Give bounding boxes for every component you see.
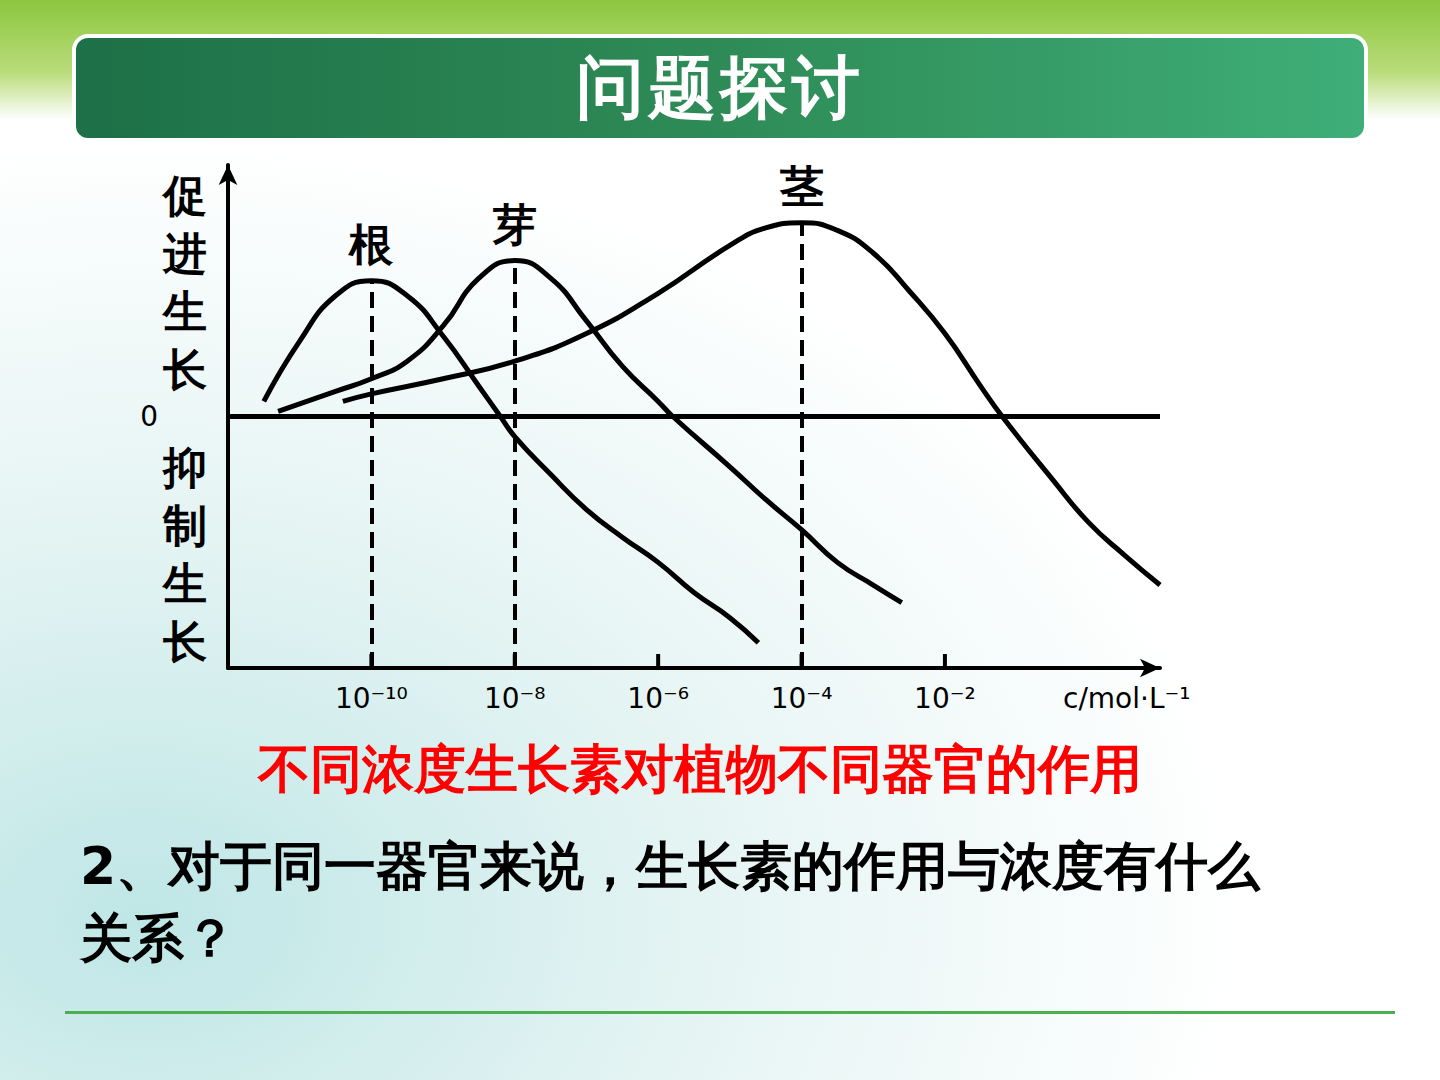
svg-text:不同浓度生长素对植物不同器官的作用: 不同浓度生长素对植物不同器官的作用 bbox=[256, 739, 1142, 799]
svg-text:进: 进 bbox=[162, 228, 207, 279]
svg-text:长: 长 bbox=[163, 344, 207, 395]
svg-text:根: 根 bbox=[347, 219, 394, 270]
svg-text:促: 促 bbox=[161, 170, 207, 221]
svg-text:10⁻⁸: 10⁻⁸ bbox=[484, 682, 546, 715]
svg-text:0: 0 bbox=[140, 400, 158, 433]
svg-text:茎: 茎 bbox=[779, 161, 824, 212]
svg-text:10⁻¹⁰: 10⁻¹⁰ bbox=[335, 682, 408, 715]
svg-text:10⁻⁶: 10⁻⁶ bbox=[627, 682, 689, 715]
svg-text:c/mol·L⁻¹: c/mol·L⁻¹ bbox=[1063, 682, 1191, 715]
svg-text:生: 生 bbox=[161, 286, 207, 337]
svg-text:芽: 芽 bbox=[492, 199, 537, 250]
svg-text:抑: 抑 bbox=[161, 442, 207, 493]
svg-text:制: 制 bbox=[162, 500, 207, 551]
svg-text:生: 生 bbox=[161, 558, 207, 609]
html-text:2、对于同一器官来说，生长素的作用与浓度有什么关系？: 2、对于同一器官来说，生长素的作用与浓度有什么关系？ bbox=[80, 836, 1261, 968]
html-text:问题探讨: 问题探讨 bbox=[576, 47, 864, 127]
svg-text:10⁻²: 10⁻² bbox=[914, 682, 976, 715]
svg-text:长: 长 bbox=[163, 616, 207, 667]
svg-text:10⁻⁴: 10⁻⁴ bbox=[771, 682, 833, 715]
